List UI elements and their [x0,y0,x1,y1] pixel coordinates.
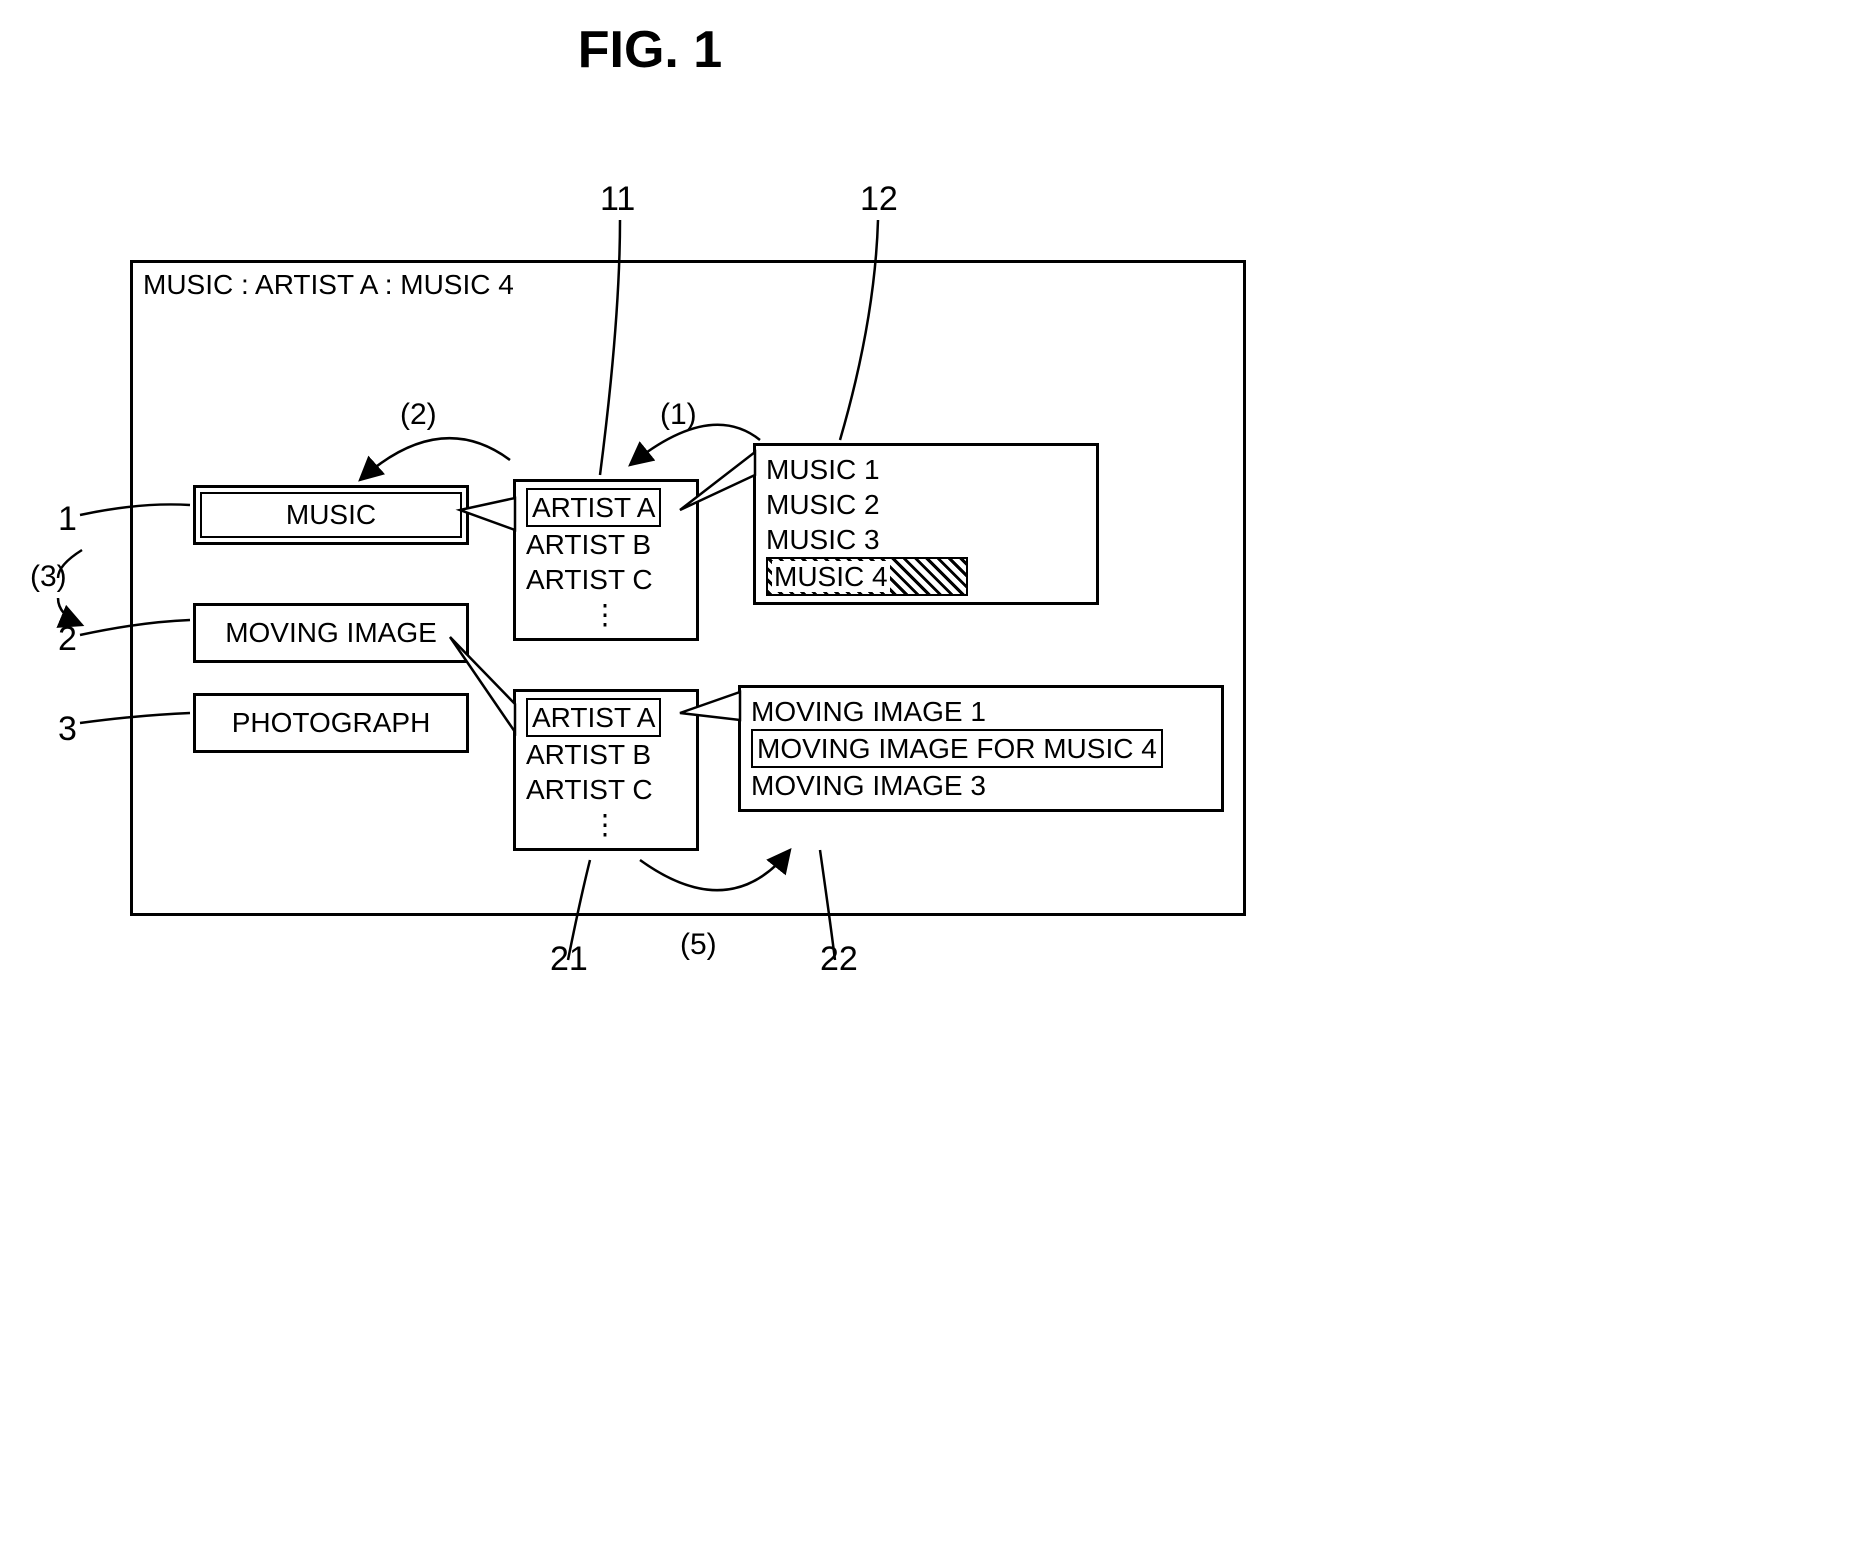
list-item[interactable]: MUSIC 1 [766,452,1086,487]
list-item[interactable]: MUSIC 3 [766,522,1086,557]
list-item[interactable]: ARTIST B [526,527,686,562]
figure-canvas: FIG. 1 11 12 1 (3) 2 3 (2) (1) 21 (5) 22… [20,20,1280,980]
ref-1: 1 [58,500,77,539]
step-5: (5) [680,928,717,962]
list-item[interactable]: MUSIC 2 [766,487,1086,522]
category-photograph[interactable]: PHOTOGRAPH [193,693,469,753]
figure-title: FIG. 1 [578,20,722,80]
list-item[interactable]: MOVING IMAGE 3 [751,768,1211,803]
category-music[interactable]: MUSIC [193,485,469,545]
artist-list-2: ARTIST A ARTIST B ARTIST C ⋮ [513,689,699,851]
moving-image-list: MOVING IMAGE 1 MOVING IMAGE FOR MUSIC 4 … [738,685,1224,812]
list-item[interactable]: ARTIST A [526,698,661,737]
music-list: MUSIC 1 MUSIC 2 MUSIC 3 MUSIC 4 [753,443,1099,605]
list-item[interactable]: MOVING IMAGE 1 [751,694,1211,729]
ref-3: 3 [58,710,77,749]
ref-22: 22 [820,940,858,979]
list-item[interactable]: ARTIST B [526,737,686,772]
ref-12: 12 [860,180,898,219]
list-item[interactable]: ARTIST A [526,488,661,527]
display-panel: MUSIC : ARTIST A : MUSIC 4 MUSIC MOVING … [130,260,1246,916]
category-moving-image[interactable]: MOVING IMAGE [193,603,469,663]
list-item-selected[interactable]: MUSIC 4 [766,557,968,596]
category-moving-image-label: MOVING IMAGE [225,617,437,649]
ref-2: 2 [58,620,77,659]
list-item[interactable]: ARTIST C [526,562,686,597]
ellipsis: ⋮ [526,597,686,632]
ellipsis: ⋮ [526,807,686,842]
list-item-selected[interactable]: MOVING IMAGE FOR MUSIC 4 [751,729,1163,768]
step-3: (3) [30,560,67,594]
artist-list-1: ARTIST A ARTIST B ARTIST C ⋮ [513,479,699,641]
category-music-label: MUSIC [200,492,462,538]
ref-21: 21 [550,940,588,979]
category-photograph-label: PHOTOGRAPH [232,707,431,739]
ref-11: 11 [600,180,635,219]
list-item[interactable]: ARTIST C [526,772,686,807]
breadcrumb: MUSIC : ARTIST A : MUSIC 4 [143,269,514,301]
